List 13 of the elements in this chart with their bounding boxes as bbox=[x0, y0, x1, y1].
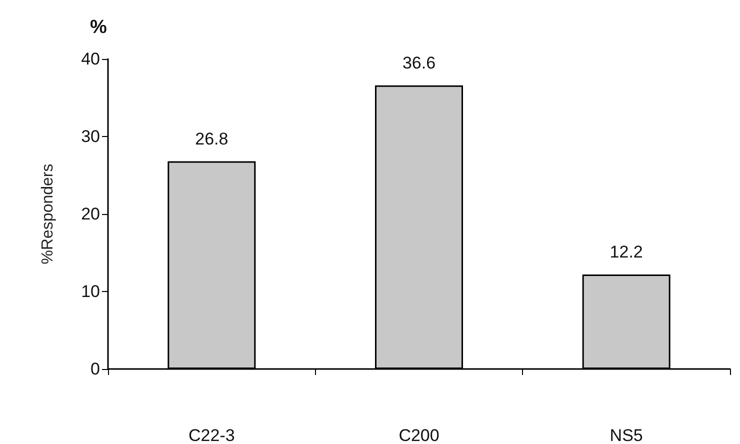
text: % bbox=[90, 17, 107, 38]
data-label: 26.8 bbox=[195, 129, 228, 148]
x-tick-label: NS5 bbox=[610, 426, 643, 444]
y-axis-title: %Responders bbox=[40, 164, 56, 264]
data-label: 12.2 bbox=[610, 242, 643, 262]
data-label: 36.6 bbox=[402, 53, 436, 72]
y-tick-label: 40 bbox=[81, 50, 100, 68]
x-tick-label: C200 bbox=[398, 426, 440, 444]
y-tick-label: 30 bbox=[81, 127, 100, 146]
y-tick-label: 20 bbox=[81, 204, 100, 224]
y-tick-label: 10 bbox=[81, 282, 100, 301]
y-tick-label: 0 bbox=[90, 360, 100, 378]
x-tick-label: C22-3 bbox=[188, 426, 235, 444]
